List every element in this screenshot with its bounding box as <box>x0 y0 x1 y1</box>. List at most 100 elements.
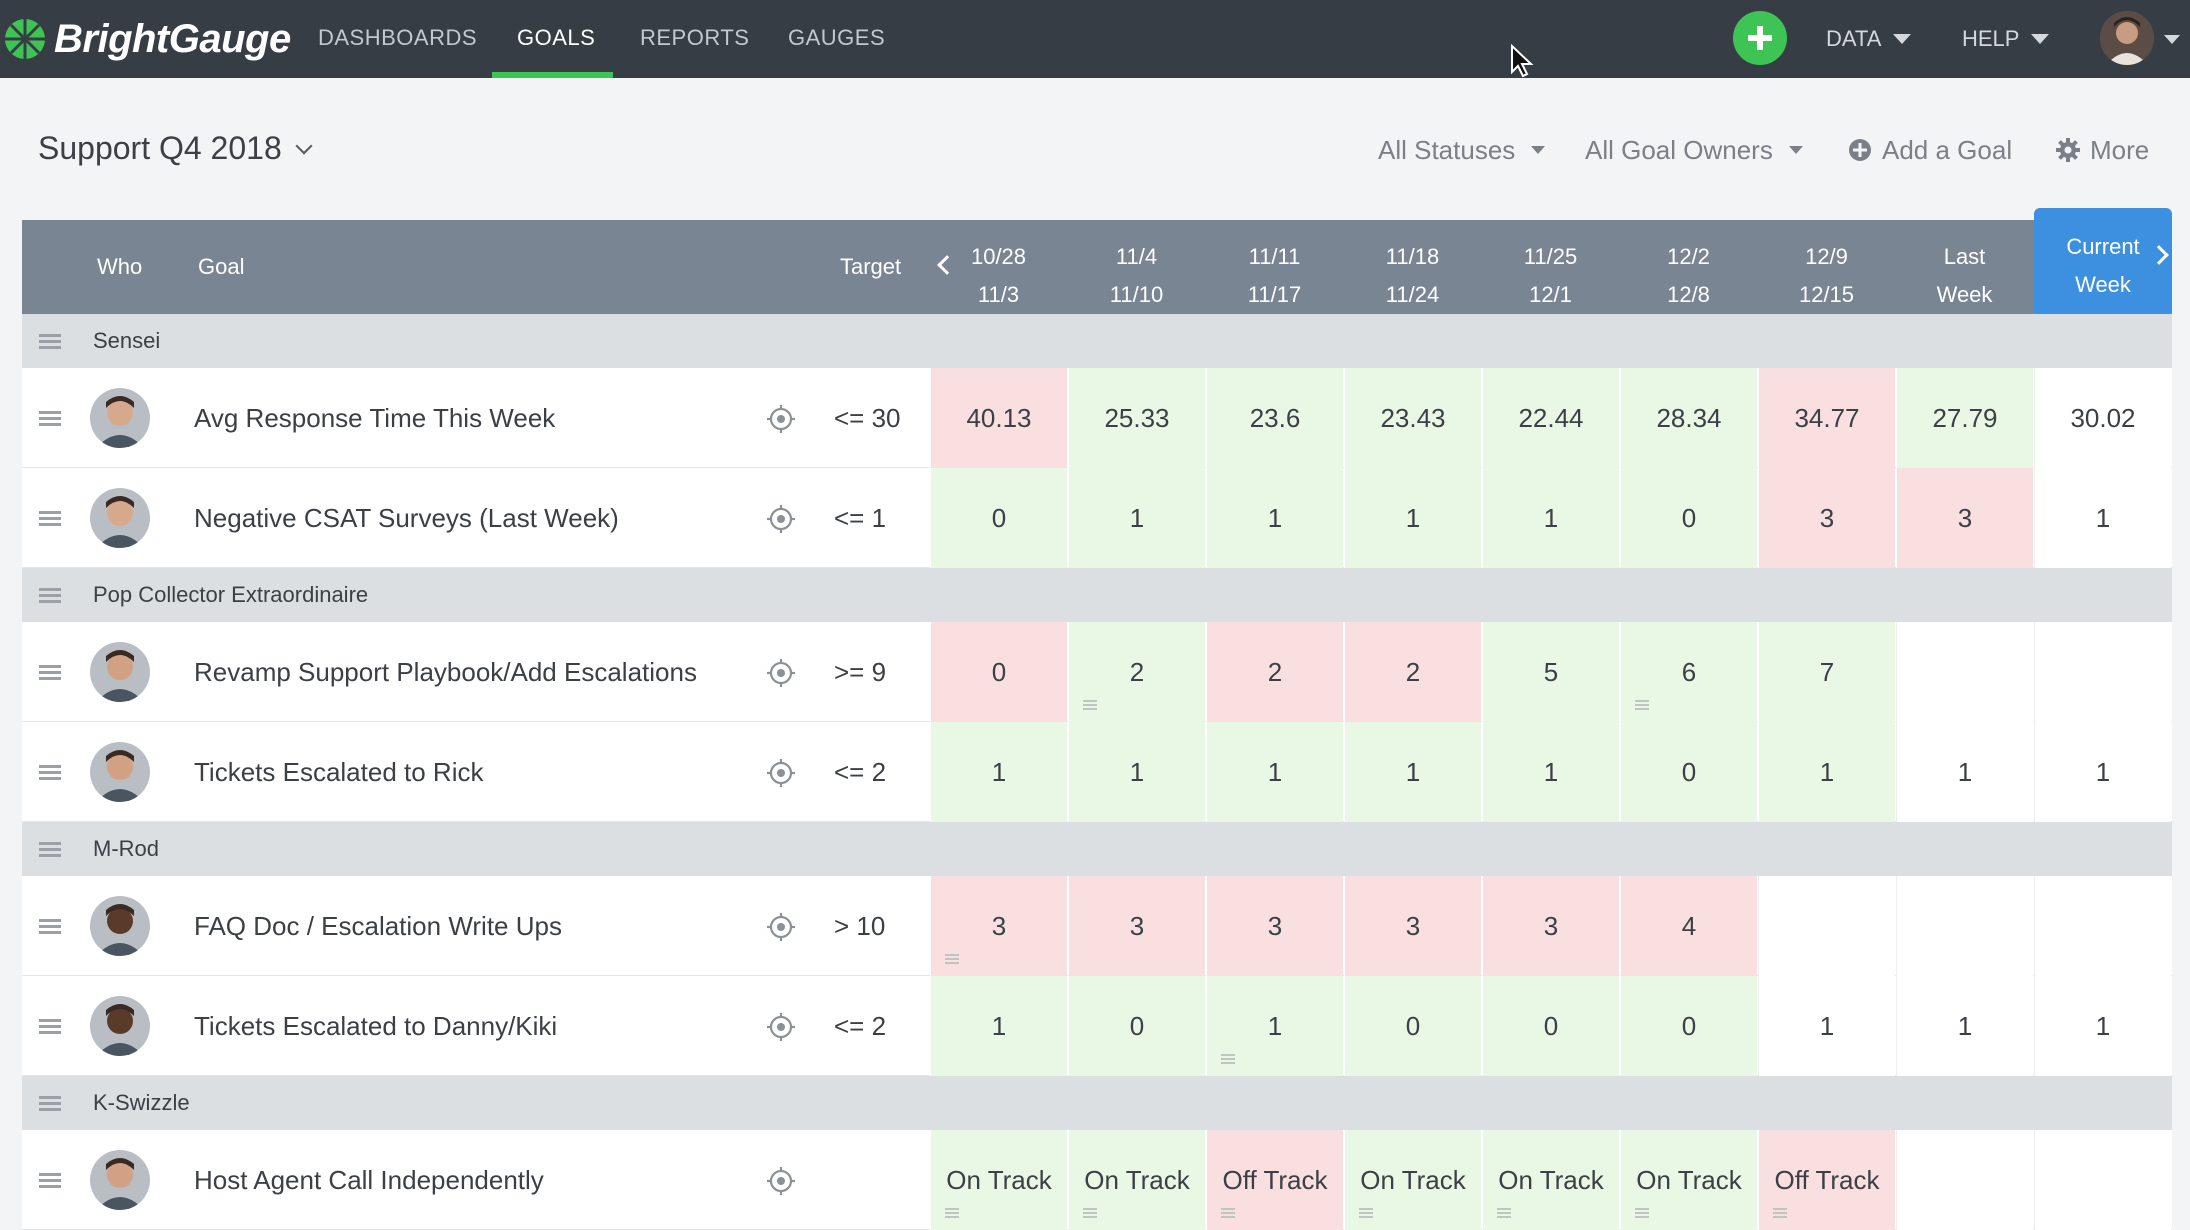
crosshair-icon[interactable] <box>766 658 796 688</box>
goal-row[interactable]: Tickets Escalated to Rick <= 2 1 1 1 1 1 0 1 1 1 <box>22 722 2172 822</box>
goal-value-cell[interactable]: 0 <box>1068 976 1205 1076</box>
goal-value-cell[interactable]: 1 <box>1344 722 1481 822</box>
owner-filter[interactable]: All Goal Owners <box>1585 130 1803 170</box>
goal-value-cell[interactable]: 0 <box>1620 468 1757 568</box>
goal-value-cell[interactable]: 1 <box>1068 722 1205 822</box>
crosshair-icon[interactable] <box>766 1012 796 1042</box>
note-icon[interactable] <box>1221 1054 1235 1064</box>
goal-value-cell[interactable]: On Track <box>1482 1130 1619 1230</box>
goal-row[interactable]: Revamp Support Playbook/Add Escalations >… <box>22 622 2172 722</box>
goal-value-cell[interactable]: 3 <box>1482 876 1619 976</box>
note-icon[interactable] <box>1083 1208 1097 1218</box>
goal-value-cell[interactable]: 1 <box>930 722 1067 822</box>
crosshair-icon[interactable] <box>766 504 796 534</box>
note-icon[interactable] <box>1221 1208 1235 1218</box>
note-icon[interactable] <box>1359 1208 1373 1218</box>
goal-value-cell[interactable]: 5 <box>1482 622 1619 722</box>
goal-value-cell[interactable]: On Track <box>1068 1130 1205 1230</box>
goal-value-cell[interactable]: 2 <box>1068 622 1205 722</box>
goal-name[interactable]: Tickets Escalated to Rick <box>194 757 484 787</box>
crosshair-icon[interactable] <box>766 912 796 942</box>
goal-value-cell[interactable]: 0 <box>1482 976 1619 1076</box>
goal-name[interactable]: FAQ Doc / Escalation Write Ups <box>194 911 562 941</box>
note-icon[interactable] <box>945 1208 959 1218</box>
help-menu[interactable]: HELP <box>1962 0 2050 78</box>
goal-value-cell[interactable]: 34.77 <box>1758 368 1895 468</box>
nav-gauges[interactable]: GAUGES <box>788 25 886 50</box>
goal-value-cell[interactable]: Off Track <box>1206 1130 1343 1230</box>
nav-reports[interactable]: REPORTS <box>640 25 750 50</box>
drag-handle-icon[interactable] <box>39 765 61 780</box>
note-icon[interactable] <box>1497 1208 1511 1218</box>
user-avatar[interactable] <box>2100 11 2154 65</box>
goal-value-cell[interactable]: 1 <box>2034 976 2171 1076</box>
goal-value-cell[interactable]: 1 <box>1896 976 2033 1076</box>
current-week-header[interactable]: Current Week <box>2034 208 2172 314</box>
crosshair-icon[interactable] <box>766 1166 796 1196</box>
crosshair-icon[interactable] <box>766 758 796 788</box>
goal-value-cell[interactable]: 40.13 <box>930 368 1067 468</box>
goal-value-cell[interactable]: 1 <box>1758 722 1895 822</box>
note-icon[interactable] <box>1773 1208 1787 1218</box>
goal-value-cell[interactable]: 1 <box>1758 976 1895 1076</box>
goal-value-cell[interactable]: 1 <box>1896 722 2033 822</box>
goal-value-cell[interactable]: On Track <box>1344 1130 1481 1230</box>
data-menu[interactable]: DATA <box>1826 0 1912 78</box>
add-goal-button[interactable]: Add a Goal <box>1848 130 2012 170</box>
goal-value-cell[interactable]: 1 <box>2034 468 2171 568</box>
drag-handle-icon[interactable] <box>39 334 61 349</box>
goal-row[interactable]: Negative CSAT Surveys (Last Week) <= 1 0 1 1… <box>22 468 2172 568</box>
goal-value-cell[interactable]: 0 <box>930 468 1067 568</box>
drag-handle-icon[interactable] <box>39 1096 61 1111</box>
goal-value-cell[interactable]: 1 <box>1206 976 1343 1076</box>
goal-value-cell[interactable]: On Track <box>930 1130 1067 1230</box>
goal-value-cell[interactable]: 1 <box>930 976 1067 1076</box>
goal-row[interactable]: Avg Response Time This Week <= 30 40.13 25.… <box>22 368 2172 468</box>
goal-value-cell[interactable]: 7 <box>1758 622 1895 722</box>
goal-row[interactable]: Tickets Escalated to Danny/Kiki <= 2 1 0 1 0 0… <box>22 976 2172 1076</box>
goal-value-cell[interactable]: 30.02 <box>2034 368 2171 468</box>
note-icon[interactable] <box>945 954 959 964</box>
goal-value-cell[interactable] <box>2034 1130 2171 1230</box>
goal-value-cell[interactable]: 1 <box>2034 722 2171 822</box>
drag-handle-icon[interactable] <box>39 665 61 680</box>
goal-value-cell[interactable]: 27.79 <box>1896 368 2033 468</box>
drag-handle-icon[interactable] <box>39 842 61 857</box>
create-button[interactable] <box>1733 11 1787 65</box>
goal-value-cell[interactable]: 3 <box>1896 468 2033 568</box>
goal-value-cell[interactable]: 3 <box>1068 876 1205 976</box>
board-selector[interactable]: Support Q4 2018 <box>38 130 313 167</box>
goal-row[interactable]: Host Agent Call Independently On Track On … <box>22 1130 2172 1230</box>
goal-value-cell[interactable] <box>1896 622 2033 722</box>
goal-value-cell[interactable] <box>2034 622 2171 722</box>
goal-name[interactable]: Avg Response Time This Week <box>194 403 556 433</box>
crosshair-icon[interactable] <box>766 404 796 434</box>
goal-value-cell[interactable] <box>1896 876 2033 976</box>
goal-value-cell[interactable]: 28.34 <box>1620 368 1757 468</box>
goal-value-cell[interactable]: 1 <box>1206 722 1343 822</box>
goal-value-cell[interactable]: 25.33 <box>1068 368 1205 468</box>
goal-value-cell[interactable]: 1 <box>1482 722 1619 822</box>
goal-name[interactable]: Revamp Support Playbook/Add Escalations <box>194 657 697 687</box>
drag-handle-icon[interactable] <box>39 1173 61 1188</box>
goal-name[interactable]: Negative CSAT Surveys (Last Week) <box>194 503 619 533</box>
goal-value-cell[interactable]: 23.6 <box>1206 368 1343 468</box>
goal-value-cell[interactable]: 23.43 <box>1344 368 1481 468</box>
note-icon[interactable] <box>1635 1208 1649 1218</box>
goal-value-cell[interactable]: 22.44 <box>1482 368 1619 468</box>
note-icon[interactable] <box>1083 700 1097 710</box>
goal-value-cell[interactable]: 3 <box>1206 876 1343 976</box>
drag-handle-icon[interactable] <box>39 588 61 603</box>
goal-value-cell[interactable]: 6 <box>1620 622 1757 722</box>
chevron-right-icon[interactable] <box>2149 245 2169 265</box>
goal-value-cell[interactable]: 2 <box>1206 622 1343 722</box>
logo[interactable]: BrightGauge <box>0 0 291 78</box>
status-filter[interactable]: All Statuses <box>1378 130 1546 170</box>
goal-value-cell[interactable] <box>2034 876 2171 976</box>
goal-value-cell[interactable]: 0 <box>1620 976 1757 1076</box>
goal-value-cell[interactable]: 2 <box>1344 622 1481 722</box>
goal-value-cell[interactable] <box>1896 1130 2033 1230</box>
goal-value-cell[interactable]: 0 <box>1344 976 1481 1076</box>
goal-row[interactable]: FAQ Doc / Escalation Write Ups > 10 3 3 3 3 3 4 <box>22 876 2172 976</box>
goal-name[interactable]: Tickets Escalated to Danny/Kiki <box>194 1011 558 1041</box>
